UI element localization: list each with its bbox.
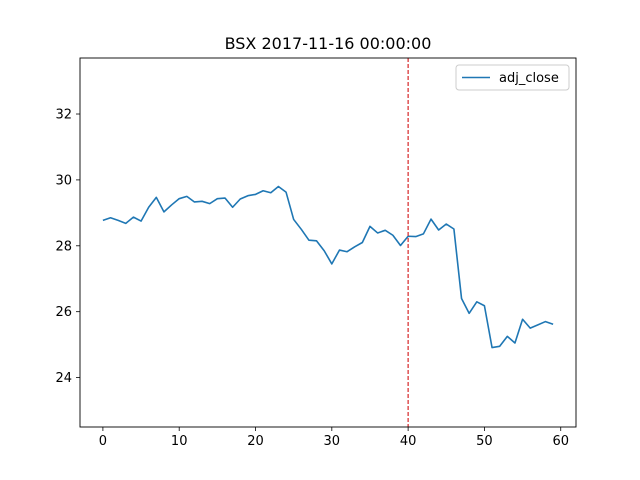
y-tick-label: 32 (55, 108, 72, 123)
x-tick-label: 40 (400, 434, 417, 449)
x-tick-label: 0 (99, 434, 107, 449)
y-tick-label: 24 (55, 371, 72, 386)
legend: adj_close (455, 64, 570, 91)
x-tick-label: 30 (324, 434, 341, 449)
y-tick-label: 26 (55, 305, 72, 320)
y-tick-label: 28 (55, 239, 72, 254)
legend-box (455, 64, 570, 91)
x-tick-label: 60 (552, 434, 569, 449)
x-tick-label: 50 (476, 434, 493, 449)
axes-frame (79, 57, 577, 428)
x-tick-label: 10 (171, 434, 188, 449)
chart-title: BSX 2017-11-16 00:00:00 (225, 34, 432, 53)
x-tick-label: 20 (247, 434, 264, 449)
legend-label-adj_close: adj_close (499, 71, 559, 86)
y-tick-label: 30 (55, 173, 72, 188)
plot-area: 0 10 20 30 40 50 60 24 26 28 30 32 adj_close (55, 57, 577, 449)
series-line-adj_close (102, 185, 554, 349)
